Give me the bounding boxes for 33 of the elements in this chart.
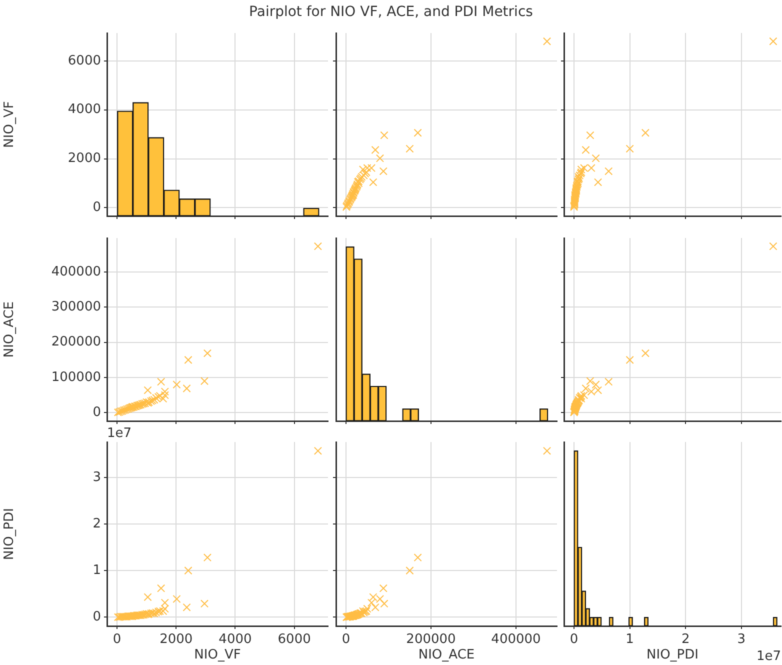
x-tick-label: 0 <box>112 632 122 648</box>
y-tick-label: 2 <box>92 516 101 532</box>
y-tick-label: 300000 <box>51 300 101 315</box>
y-tick-label: 1 <box>92 562 101 578</box>
y-tick-label: 100000 <box>51 370 101 385</box>
y-tick-label: 4000 <box>68 102 101 118</box>
y-tick-label: 2000 <box>68 151 101 166</box>
text: Pairplot for NIO VF, ACE, and PDI Metrics <box>248 4 534 20</box>
y-axis-title: NIO_PDI <box>2 508 18 560</box>
y-tick-label: 0 <box>92 200 101 216</box>
x-tick-label: 1 <box>626 632 634 648</box>
x-tick-label: 0 <box>342 632 350 648</box>
x-tick-label: 0 <box>570 632 578 648</box>
text: 1e7 <box>107 426 132 441</box>
y-tick-label: 400000 <box>51 264 101 280</box>
x-axis-title: NIO_VF <box>194 648 241 663</box>
x-axis-title: NIO_ACE <box>418 648 475 663</box>
x-tick-label: 200000 <box>406 632 456 648</box>
x-tick-label: 400000 <box>491 632 541 648</box>
y-tick-label: 0 <box>92 405 101 420</box>
y-axis-title: NIO_ACE <box>2 301 18 358</box>
x-tick-label: 2 <box>681 632 690 648</box>
text: 1e7 <box>756 648 781 664</box>
y-axis-title: NIO_VF <box>2 101 18 148</box>
y-tick-label: 3 <box>92 470 101 485</box>
y-tick-label: 0 <box>92 610 101 625</box>
y-tick-label: 6000 <box>68 53 101 68</box>
x-axis-title: NIO_PDI <box>646 648 698 663</box>
y-tick-label: 200000 <box>51 334 101 350</box>
x-tick-label: 3 <box>737 632 746 648</box>
x-tick-label: 6000 <box>278 632 311 648</box>
x-tick-label: 4000 <box>218 632 252 648</box>
x-tick-label: 2000 <box>160 632 193 648</box>
